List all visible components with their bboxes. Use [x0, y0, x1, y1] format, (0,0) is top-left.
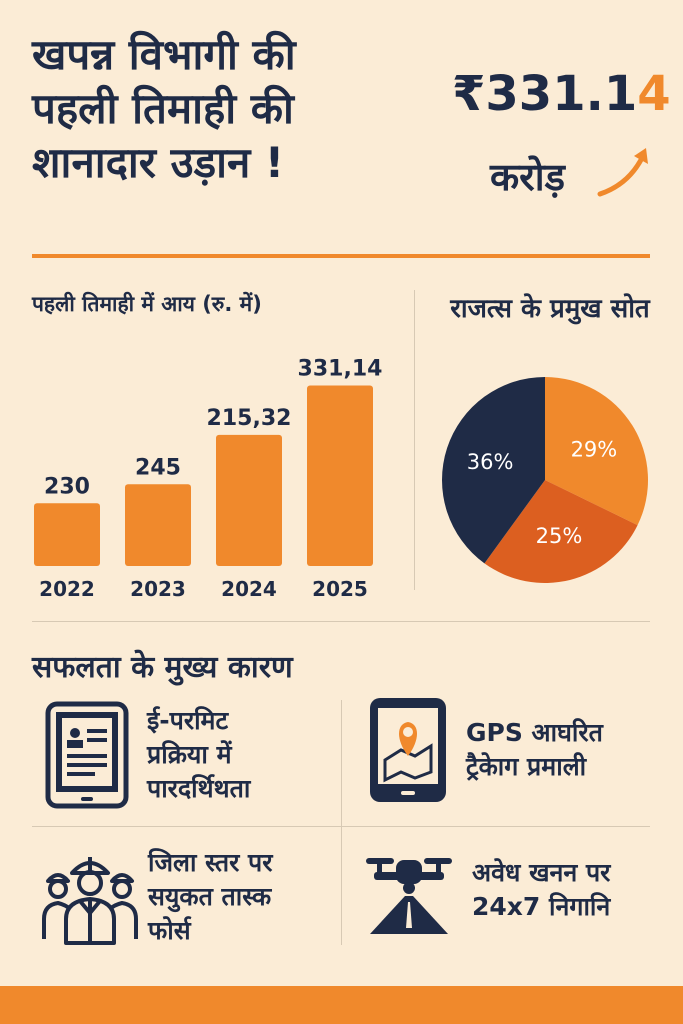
reason-line: प्रक्रिया में — [147, 740, 232, 770]
reason-text: ई-परमिट प्रक्रिया में पारदर्थिथता — [147, 704, 250, 805]
x-tick-label: 2025 — [312, 577, 368, 601]
bar-value-label: 331,14 — [298, 357, 383, 382]
vertical-divider — [414, 290, 415, 590]
pie-slice — [484, 480, 638, 583]
map-pin-tablet-icon — [370, 698, 446, 802]
header-divider — [32, 254, 650, 258]
reason-line: जिला स्तर पर — [148, 848, 273, 878]
title-line: खपन्न विभागी की — [32, 30, 296, 79]
bar-chart: 230 2022 245 2023 215,32 2024 331,14 2025 — [34, 357, 383, 601]
pie-chart: 29% 25% 36% — [442, 377, 648, 583]
title-line: पहली तिमाही की — [32, 83, 294, 133]
reason-line: 24x7 निगानि — [472, 892, 611, 921]
workers-group-icon — [42, 857, 138, 945]
pie-slice-label: 29% — [571, 437, 618, 461]
document-tablet-icon — [45, 701, 129, 809]
reason-task-force: जिला स्तर पर सयुकत तास्क फोर्स — [40, 838, 335, 956]
reason-text: जिला स्तर पर सयुकत तास्क फोर्स — [148, 846, 272, 947]
amount-main: ₹331.1 — [452, 66, 638, 122]
reason-line: फोर्स — [148, 915, 191, 945]
grid-horizontal-divider — [32, 826, 650, 827]
x-tick-label: 2024 — [221, 577, 277, 601]
growth-arrow-icon — [597, 148, 648, 197]
pie-slice-label: 25% — [536, 524, 583, 548]
bar-2022 — [34, 503, 100, 566]
reason-monitoring: अवेध खनन पर 24x7 निगानि — [364, 838, 664, 942]
pie-slice — [442, 377, 545, 564]
bar-value-label: 245 — [135, 455, 181, 480]
bar-value-label: 215,32 — [207, 406, 292, 431]
reason-line: सयुकत तास्क — [148, 882, 272, 912]
bar-value-label: 230 — [44, 474, 90, 499]
reason-line: ट्रैकेाग प्रमाली — [466, 752, 587, 781]
pie-slice — [545, 377, 648, 526]
bar-2023 — [125, 484, 191, 566]
grid-vertical-divider — [341, 700, 342, 945]
reason-text: अवेध खनन पर 24x7 निगानि — [472, 856, 610, 924]
pie-slice-label: 36% — [467, 450, 514, 474]
reason-eprmit: ई-परमिट प्रक्रिया में पारदर्थिथता — [45, 696, 335, 814]
pie-chart-title: राजत्स के प्रमुख सोत — [450, 294, 650, 324]
reasons-title: सफलता के मुख्य कारण — [32, 650, 293, 685]
reason-text: GPS आघरित ट्रैकेाग प्रमाली — [466, 716, 603, 784]
page-title: खपन्न विभागी की पहली तिमाही की शानादार उ… — [32, 28, 452, 189]
footer-bar — [0, 986, 683, 1024]
reason-line: पारदर्थिथता — [147, 773, 251, 803]
reason-line: ई-परमिट — [147, 706, 229, 736]
reason-line: अवेध खनन पर — [472, 858, 611, 888]
x-tick-label: 2022 — [39, 577, 95, 601]
amount-unit: करोड़ — [490, 155, 565, 199]
headline-amount: ₹331.14 — [452, 70, 671, 118]
amount-last-digit: 4 — [637, 66, 671, 122]
bar-2024 — [216, 434, 282, 566]
reason-gps: GPS आघरित ट्रैकेाग प्रमाली — [368, 696, 658, 804]
title-line: शानादार उड़ान ! — [32, 137, 285, 187]
x-tick-label: 2023 — [130, 577, 186, 601]
section-divider — [32, 621, 650, 622]
bar-2025 — [307, 385, 373, 566]
bar-chart-title: पहली तिमाही में आय (रु. में) — [32, 292, 262, 316]
drone-icon — [366, 858, 452, 934]
reason-line: GPS आघरित — [466, 718, 603, 748]
